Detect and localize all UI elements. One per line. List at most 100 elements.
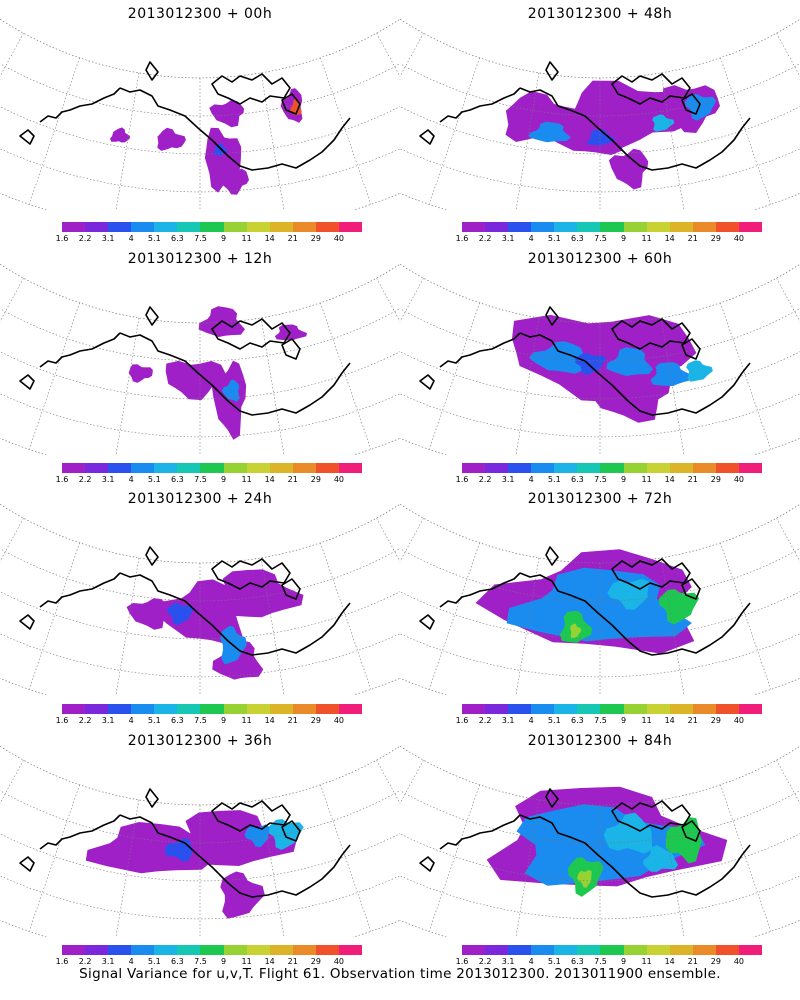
colorbar-swatch [177, 222, 201, 232]
map-frame [0, 18, 400, 210]
colorbar-label: 6.3 [171, 475, 184, 484]
colorbar-labels: 1.6 2.2 3.1 4 5.1 6.3 7.5 9 11 14 21 29 40 [456, 475, 762, 485]
colorbar-swatch [315, 463, 340, 473]
colorbar-swatch [485, 463, 509, 473]
coastlines [419, 788, 751, 898]
colorbar-label: 11 [241, 716, 252, 725]
colorbar-label: 11 [641, 716, 652, 725]
colorbar-label: 21 [687, 234, 698, 243]
colorbar-swatch [315, 222, 340, 232]
variance-field [128, 306, 307, 440]
panel-title: 2013012300 + 24h [127, 491, 273, 507]
colorbar-swatch [623, 222, 648, 232]
colorbar-swatch [154, 222, 178, 232]
colorbar-label: 7.5 [594, 234, 607, 243]
map-panel-84h: 2013012300 + 84h [400, 727, 800, 967]
coastlines [419, 61, 751, 171]
colorbar-swatch [154, 945, 178, 955]
colorbar-swatch [62, 945, 86, 955]
colorbar-swatch [246, 463, 271, 473]
colorbar [62, 704, 363, 714]
colorbar-label: 21 [687, 957, 698, 966]
panel-title: 2013012300 + 84h [527, 733, 673, 749]
colorbar-label: 2.2 [78, 716, 92, 725]
colorbar-swatch [715, 704, 740, 714]
colorbar-label: 40 [733, 234, 745, 243]
map-canvas [400, 503, 800, 695]
colorbar-swatch [669, 945, 694, 955]
colorbar-swatch [108, 704, 132, 714]
colorbar-label: 9 [620, 957, 627, 966]
colorbar-swatch [108, 945, 132, 955]
map-panel-24h: 2013012300 + 24h [0, 485, 400, 725]
map-canvas [400, 263, 800, 455]
colorbar-label: 1.6 [55, 716, 69, 725]
colorbar-swatch [338, 463, 363, 473]
colorbar-swatch [108, 463, 132, 473]
colorbar-labels: 1.6 2.2 3.1 4 5.1 6.3 7.5 9 11 14 21 29 40 [56, 234, 362, 244]
colorbar-swatch [154, 704, 178, 714]
colorbar-swatch [200, 704, 225, 714]
colorbar-swatch [485, 222, 509, 232]
colorbar-label: 21 [287, 475, 298, 484]
colorbar-label: 5.1 [547, 716, 561, 725]
colorbar [62, 945, 363, 955]
map-canvas [0, 18, 400, 210]
colorbar-swatch [85, 222, 109, 232]
colorbar-label: 2.2 [78, 234, 92, 243]
colorbar-swatch [223, 463, 248, 473]
colorbar-label: 29 [310, 957, 321, 966]
colorbar-swatch [485, 704, 509, 714]
coastlines [19, 306, 351, 416]
colorbar-swatch [554, 945, 578, 955]
colorbar-label: 7.5 [594, 475, 607, 484]
map-frame [400, 745, 800, 937]
map-frame [0, 503, 400, 695]
colorbar-swatch [108, 222, 132, 232]
colorbar-label: 7.5 [194, 957, 207, 966]
figure-caption: Signal Variance for u,v,T. Flight 61. Ob… [79, 966, 721, 982]
colorbar-swatch [154, 463, 178, 473]
map-canvas [400, 18, 800, 210]
colorbar-swatch [646, 222, 671, 232]
colorbar-swatch [623, 945, 648, 955]
colorbar-swatch [269, 463, 294, 473]
colorbar-label: 3.1 [101, 475, 115, 484]
colorbar-swatch [131, 945, 155, 955]
colorbar-swatch [715, 463, 740, 473]
colorbar-swatch [600, 222, 625, 232]
colorbar-label: 9 [220, 957, 227, 966]
graticule [0, 33, 400, 210]
colorbar-swatch [131, 704, 155, 714]
colorbar-swatch [485, 945, 509, 955]
colorbar-label: 21 [687, 475, 698, 484]
colorbar [62, 463, 363, 473]
colorbar-label: 6.3 [171, 957, 184, 966]
colorbar-label: 7.5 [594, 716, 607, 725]
map-panel-00h: 2013012300 + 00h [0, 0, 400, 240]
colorbar-label: 14 [264, 957, 275, 966]
colorbar-label: 4 [528, 234, 534, 243]
colorbar-labels: 1.6 2.2 3.1 4 5.1 6.3 7.5 9 11 14 21 29 40 [456, 234, 762, 244]
colorbar-swatch [692, 704, 717, 714]
map-frame [400, 18, 800, 210]
colorbar-label: 11 [241, 234, 252, 243]
colorbar-swatch [200, 222, 225, 232]
graticule [400, 760, 800, 937]
colorbar-swatch [554, 222, 578, 232]
colorbar-label: 11 [641, 475, 652, 484]
colorbar-label: 1.6 [455, 475, 469, 484]
colorbar-label: 3.1 [501, 957, 515, 966]
graticule [400, 518, 800, 695]
colorbar-label: 9 [220, 716, 227, 725]
colorbar-swatch [508, 945, 532, 955]
colorbar-label: 29 [310, 716, 321, 725]
colorbar-label: 7.5 [194, 234, 207, 243]
colorbar-label: 9 [220, 475, 227, 484]
coastlines [19, 61, 351, 171]
colorbar-label: 29 [310, 475, 321, 484]
colorbar-label: 3.1 [501, 234, 515, 243]
colorbar-swatch [623, 463, 648, 473]
colorbar-swatch [715, 945, 740, 955]
colorbar-label: 29 [710, 957, 721, 966]
